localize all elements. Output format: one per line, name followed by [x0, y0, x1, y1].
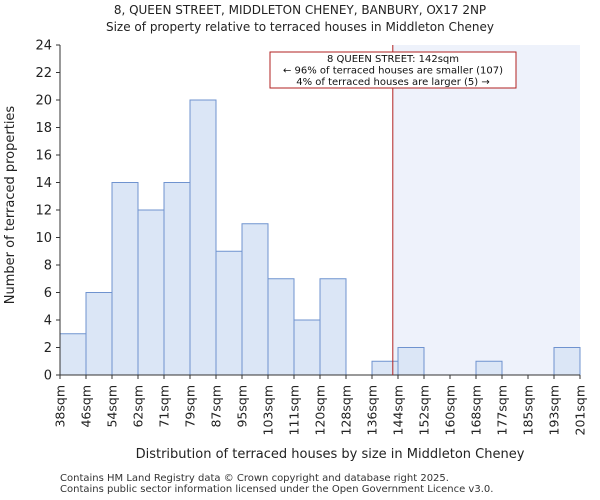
- histogram-bar: [137, 209, 165, 376]
- histogram-bar: [267, 278, 295, 376]
- larger-region-shade: [392, 45, 580, 375]
- x-tick-label: 62sqm: [131, 385, 146, 428]
- x-tick-label: 79sqm: [183, 385, 198, 428]
- y-tick-label: 18: [35, 121, 52, 136]
- histogram-bar: [293, 319, 321, 376]
- x-tick-label: 193sqm: [547, 385, 562, 435]
- y-axis-title: Number of terraced properties: [3, 106, 18, 305]
- x-tick-label: 71sqm: [157, 385, 172, 428]
- x-tick-label: 120sqm: [313, 385, 328, 435]
- x-tick-label: 103sqm: [261, 385, 276, 435]
- histogram-bar: [475, 360, 503, 376]
- y-tick-label: 14: [35, 176, 52, 191]
- histogram-bar: [215, 250, 243, 376]
- x-tick-label: 54sqm: [105, 385, 120, 428]
- y-tick-label: 6: [44, 286, 52, 301]
- y-tick-label: 24: [35, 39, 52, 54]
- annotation-line-3: 4% of terraced houses are larger (5) →: [296, 77, 490, 88]
- x-tick-label: 152sqm: [417, 385, 432, 435]
- y-tick-label: 4: [44, 314, 52, 329]
- licence-note: Contains public sector information licen…: [60, 484, 494, 495]
- y-tick-label: 22: [35, 66, 52, 81]
- histogram-bar: [111, 182, 139, 376]
- x-tick-label: 160sqm: [443, 385, 458, 435]
- annotation-box: [269, 51, 517, 89]
- x-tick-label: 38sqm: [53, 385, 68, 428]
- histogram-bar: [319, 278, 347, 376]
- x-tick-label: 177sqm: [495, 385, 510, 435]
- histogram-bar: [371, 360, 399, 376]
- y-tick-label: 2: [44, 341, 52, 356]
- y-tick-label: 0: [44, 369, 52, 384]
- chart-title: 8, QUEEN STREET, MIDDLETON CHENEY, BANBU…: [113, 3, 487, 17]
- x-tick-label: 144sqm: [391, 385, 406, 435]
- x-tick-label: 136sqm: [365, 385, 380, 435]
- y-tick-label: 10: [35, 231, 52, 246]
- x-tick-label: 168sqm: [469, 385, 484, 435]
- annotation-line-2: ← 96% of terraced houses are smaller (10…: [283, 66, 503, 77]
- chart-subtitle: Size of property relative to terraced ho…: [105, 20, 495, 34]
- x-tick-label: 95sqm: [235, 385, 250, 428]
- copyright-note: Contains HM Land Registry data © Crown c…: [60, 473, 449, 484]
- x-tick-label: 87sqm: [209, 385, 224, 428]
- histogram-bar: [163, 182, 191, 376]
- x-tick-label: 46sqm: [79, 385, 94, 428]
- y-tick-label: 20: [35, 94, 52, 109]
- histogram-bar: [59, 333, 87, 376]
- histogram-bar: [553, 347, 581, 376]
- x-tick-label: 128sqm: [339, 385, 354, 435]
- x-tick-label: 185sqm: [521, 385, 536, 435]
- x-axis-title: Distribution of terraced houses by size …: [136, 447, 525, 462]
- histogram-bar: [85, 292, 113, 376]
- histogram-bar: [189, 99, 217, 376]
- annotation-line-1: 8 QUEEN STREET: 142sqm: [327, 54, 459, 65]
- histogram-bar: [397, 347, 425, 376]
- y-tick-label: 12: [35, 204, 52, 219]
- x-tick-label: 111sqm: [287, 385, 302, 435]
- y-tick-label: 8: [44, 259, 52, 274]
- histogram-bar: [241, 223, 269, 376]
- y-tick-label: 16: [35, 149, 52, 164]
- x-tick-label: 201sqm: [573, 385, 588, 435]
